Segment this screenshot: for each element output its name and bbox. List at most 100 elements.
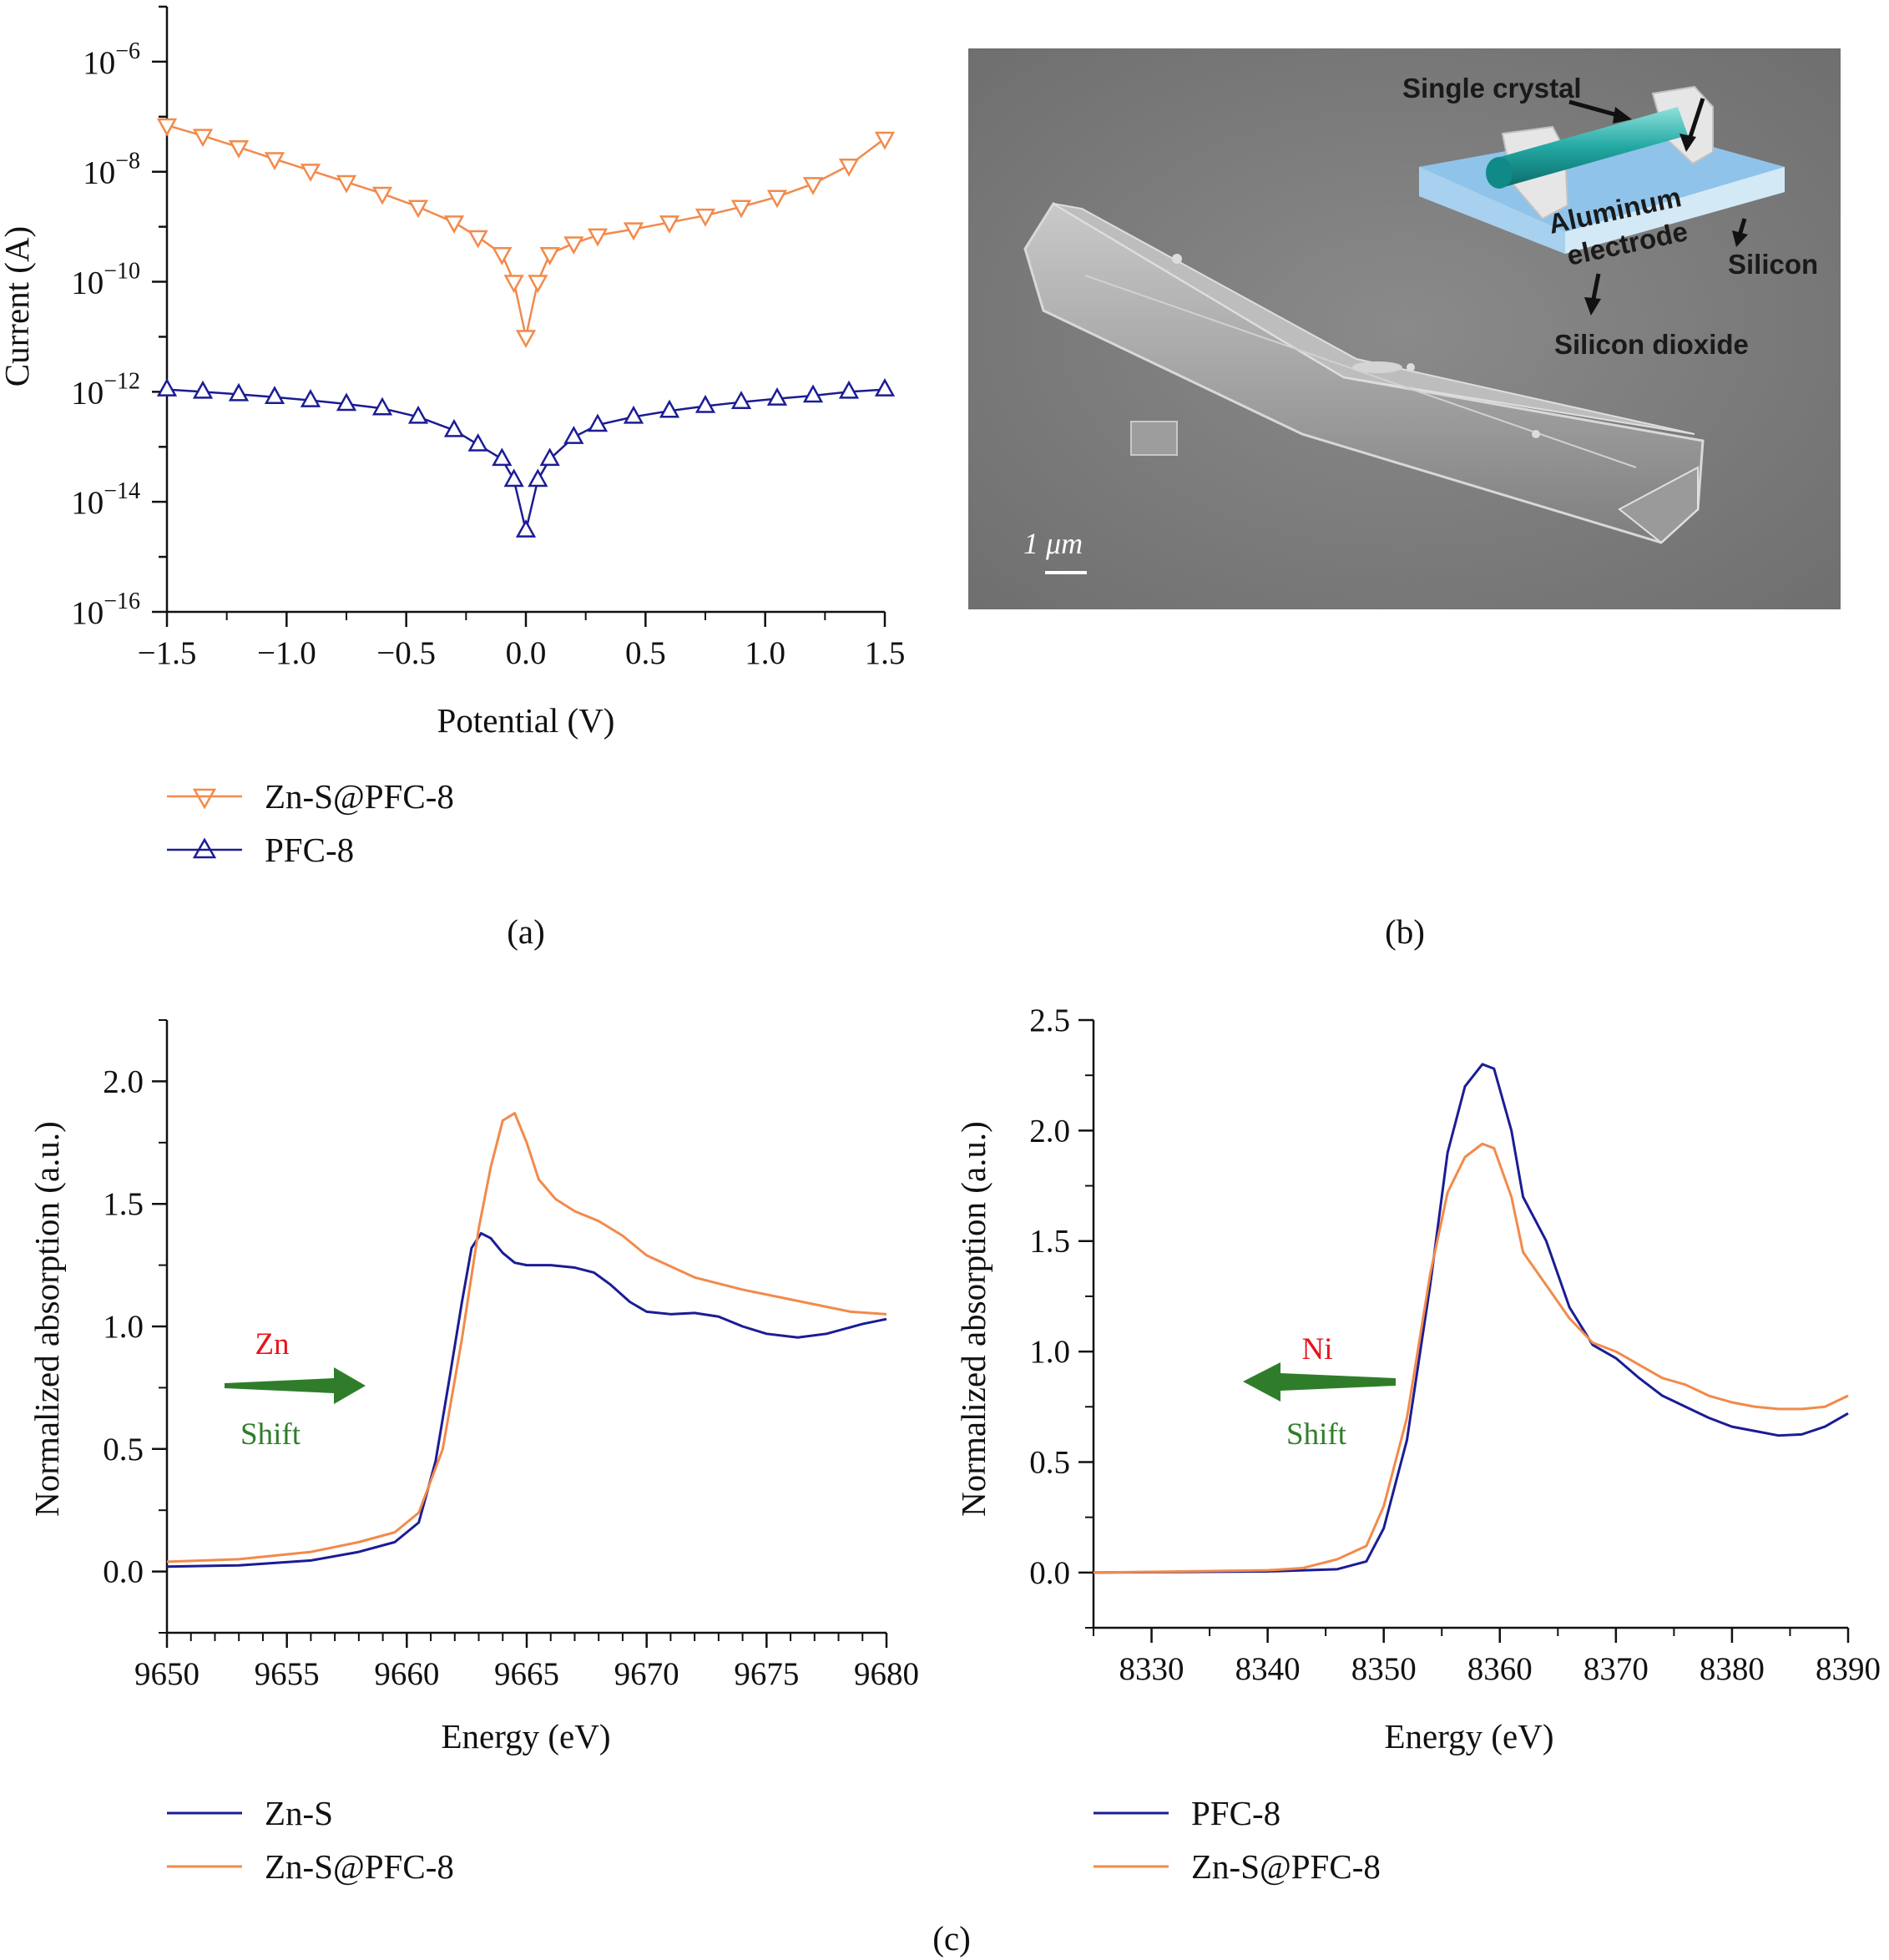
a-data-point <box>838 158 860 177</box>
c-left-x-tick-label: 9660 <box>374 1656 439 1692</box>
a-y-tick-label: 10−14 <box>71 478 140 521</box>
panel-label-c: (c) <box>932 1919 971 1957</box>
c-right-x-tick-label: 8350 <box>1351 1651 1417 1687</box>
a-data-point <box>802 177 824 195</box>
c-left-x-tick-label: 9650 <box>134 1656 200 1692</box>
a-data-point <box>694 208 716 227</box>
panel-a-chart: −1.5 −1.0 −0.5 0.0 0.5 1.0 1.5 10−6 10−8 10−10 10−… <box>0 5 906 951</box>
a-data-point <box>694 394 716 413</box>
a-data-point <box>515 519 537 538</box>
a-y-tick-label: 10−8 <box>83 149 140 191</box>
a-axes: −1.5 −1.0 −0.5 0.0 0.5 1.0 1.5 10−6 10−8 10−10 10−… <box>71 5 906 671</box>
c-right-series-line-pfc-8 <box>1093 1063 1849 1574</box>
a-x-tick-label: −1.0 <box>257 635 316 671</box>
c-left-x-tick-label: 9675 <box>734 1656 799 1692</box>
c-left-element-label: Zn <box>255 1327 289 1361</box>
panel-b-sem-image: 1 μm Single crystal Aluminum electrode S… <box>968 48 1841 951</box>
a-data-point <box>336 392 357 412</box>
c-right-element-label: Ni <box>1302 1332 1333 1366</box>
a-data-point <box>802 384 824 403</box>
a-data-point <box>659 215 680 234</box>
a-data-point <box>467 432 488 452</box>
label-single-crystal: Single crystal <box>1402 73 1582 104</box>
a-x-tick-label: −1.5 <box>138 635 197 671</box>
a-legend-label-zn-s-pfc-8: Zn-S@PFC-8 <box>265 777 454 816</box>
a-y-tick-label: 10−6 <box>83 38 140 81</box>
c-left-y-tick-label: 0.0 <box>103 1554 144 1590</box>
a-data-point <box>563 426 584 444</box>
c-right-series-group <box>1093 1063 1849 1574</box>
panel-c-left-chart: 9650 9655 9660 9665 9670 9675 9680 0.0 0.5 1.0 1.5… <box>28 1019 919 1886</box>
a-data-point <box>492 447 513 467</box>
a-x-tick-label: 1.0 <box>745 635 785 671</box>
sem-crystal <box>1023 201 1705 544</box>
a-y-tick-label: 10−12 <box>71 368 140 411</box>
c-right-x-tick-label: 8340 <box>1235 1651 1301 1687</box>
a-x-tick-label: 0.0 <box>506 635 547 671</box>
c-right-x-tick-label: 8360 <box>1467 1651 1533 1687</box>
a-data-point <box>766 189 788 209</box>
c-right-shift-label: Shift <box>1286 1417 1347 1452</box>
c-left-shift-label: Shift <box>240 1417 301 1452</box>
c-right-y-tick-label: 0.0 <box>1029 1555 1070 1591</box>
a-data-point <box>228 140 250 159</box>
c-right-y-tick-label: 1.0 <box>1029 1334 1070 1370</box>
c-right-axes: 8330 8340 8350 8360 8370 8380 8390 0.0 0.5 1.0 1.5… <box>1029 1003 1881 1687</box>
a-data-point <box>730 200 752 219</box>
a-x-tick-label: 1.5 <box>865 635 906 671</box>
a-data-point <box>443 215 465 234</box>
c-left-axes: 9650 9655 9660 9665 9670 9675 9680 0.0 0.5 1.0 1.5… <box>103 1019 919 1692</box>
c-left-y-tick-label: 0.5 <box>103 1432 144 1467</box>
label-silicon: Silicon <box>1728 249 1818 280</box>
a-data-point <box>874 378 896 397</box>
a-data-point <box>300 388 321 407</box>
a-data-point <box>443 418 465 437</box>
a-data-point <box>192 129 214 148</box>
c-left-legend: Zn-S Zn-S@PFC-8 <box>167 1794 454 1886</box>
c-right-y-axis-title: Normalized absorption (a.u.) <box>954 1121 992 1517</box>
a-legend-marker-pfc-8 <box>192 837 217 859</box>
panel-label-b: (b) <box>1385 912 1425 951</box>
a-x-axis-title: Potential (V) <box>437 701 615 740</box>
a-data-point <box>766 387 788 406</box>
a-y-tick-label: 10−16 <box>71 589 140 631</box>
a-data-point <box>492 247 513 265</box>
c-right-legend-label-zn-s-pfc-8: Zn-S@PFC-8 <box>1191 1847 1381 1886</box>
c-left-y-tick-label: 2.0 <box>103 1063 144 1099</box>
c-left-series-line-zn-s-pfc-8 <box>166 1112 887 1563</box>
a-data-point <box>623 405 644 424</box>
c-left-y-axis-title: Normalized absorption (a.u.) <box>28 1121 66 1517</box>
c-left-x-tick-label: 9665 <box>494 1656 559 1692</box>
a-data-point <box>503 468 524 487</box>
c-right-y-tick-label: 1.5 <box>1029 1224 1070 1260</box>
c-right-y-tick-label: 2.0 <box>1029 1113 1070 1149</box>
a-data-point <box>515 330 537 349</box>
scale-bar-label: 1 μm <box>1023 527 1083 560</box>
a-data-point <box>371 397 393 416</box>
a-data-point <box>336 174 357 194</box>
c-left-y-tick-label: 1.5 <box>103 1186 144 1222</box>
c-right-y-tick-label: 2.5 <box>1029 1003 1070 1038</box>
a-data-point <box>528 275 548 294</box>
a-legend-label-pfc-8: PFC-8 <box>265 831 354 869</box>
c-left-y-tick-label: 1.0 <box>103 1309 144 1345</box>
a-series-line-pfc-8 <box>166 388 886 531</box>
c-right-x-tick-label: 8370 <box>1583 1651 1649 1687</box>
panel-label-a: (a) <box>507 912 545 951</box>
a-data-point <box>228 382 250 402</box>
c-right-series-line-zn-s-pfc-8 <box>1093 1142 1849 1574</box>
c-left-x-tick-label: 9655 <box>255 1656 320 1692</box>
c-left-x-tick-label: 9680 <box>854 1656 919 1692</box>
c-left-x-tick-label: 9670 <box>614 1656 679 1692</box>
a-data-point <box>503 275 524 294</box>
a-data-point <box>874 131 896 150</box>
c-right-x-axis-title: Energy (eV) <box>1384 1717 1553 1755</box>
a-series-group <box>156 118 896 538</box>
a-x-tick-label: 0.5 <box>625 635 666 671</box>
label-silicon-dioxide: Silicon dioxide <box>1554 329 1749 360</box>
a-data-point <box>156 378 178 397</box>
c-right-legend-label-pfc-8: PFC-8 <box>1191 1794 1280 1832</box>
c-right-shift-arrow-icon <box>1243 1362 1396 1402</box>
a-data-point <box>264 152 285 171</box>
